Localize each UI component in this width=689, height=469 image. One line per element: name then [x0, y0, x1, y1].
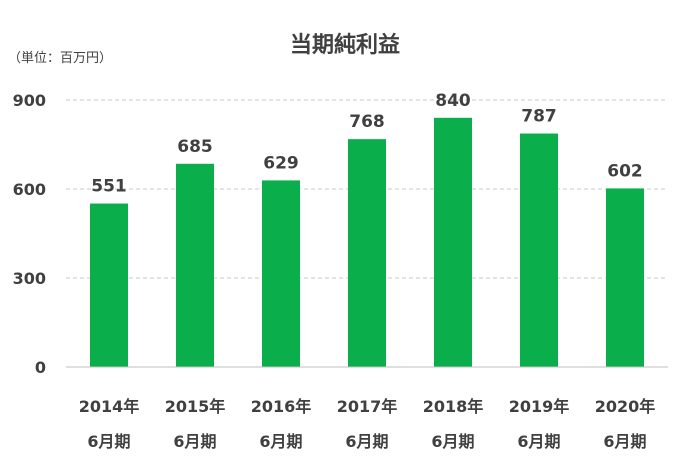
x-category-year: 2016年 — [251, 397, 312, 416]
x-category-year: 2018年 — [423, 397, 484, 416]
chart-title: 当期純利益 — [290, 32, 400, 58]
data-label: 685 — [177, 137, 213, 157]
x-category-year: 2019年 — [509, 397, 570, 416]
x-category-period: 6月期 — [517, 432, 560, 451]
bar — [606, 188, 644, 367]
y-tick-label: 300 — [13, 269, 46, 288]
x-category-year: 2017年 — [337, 397, 398, 416]
y-tick-label: 900 — [13, 91, 46, 110]
bar — [520, 133, 558, 367]
x-category-year: 2015年 — [165, 397, 226, 416]
y-axis-ticks: 0 300 600 900 — [13, 91, 46, 377]
x-category-period: 6月期 — [431, 432, 474, 451]
bar — [348, 139, 386, 367]
data-label: 629 — [263, 153, 299, 173]
x-category-period: 6月期 — [87, 432, 130, 451]
data-labels: 551 685 629 768 840 787 602 — [91, 91, 643, 197]
x-category-period: 6月期 — [603, 432, 646, 451]
x-category-year: 2014年 — [79, 397, 140, 416]
x-axis-categories: 2014年 6月期 2015年 6月期 2016年 6月期 2017年 6月期 2018年 6月期… — [79, 397, 656, 451]
bar — [176, 163, 214, 367]
x-category-period: 6月期 — [345, 432, 388, 451]
y-tick-label: 0 — [35, 358, 46, 377]
bar — [90, 203, 128, 367]
data-label: 787 — [521, 107, 557, 127]
y-tick-label: 600 — [13, 180, 46, 199]
unit-label: （単位：百万円） — [8, 50, 112, 66]
bars — [90, 117, 644, 367]
x-category-period: 6月期 — [259, 432, 302, 451]
data-label: 551 — [91, 177, 127, 197]
x-category-year: 2020年 — [595, 397, 656, 416]
bar — [262, 180, 300, 367]
data-label: 840 — [435, 91, 471, 111]
data-label: 768 — [349, 112, 385, 132]
x-category-period: 6月期 — [173, 432, 216, 451]
bar — [434, 117, 472, 367]
data-label: 602 — [607, 161, 643, 181]
